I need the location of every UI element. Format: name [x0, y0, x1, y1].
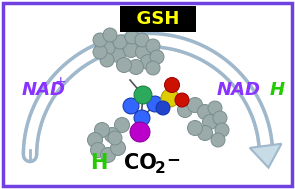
Circle shape	[161, 89, 179, 107]
Text: 2: 2	[155, 161, 165, 176]
Circle shape	[104, 128, 119, 143]
Circle shape	[101, 147, 116, 163]
Circle shape	[93, 33, 107, 47]
Circle shape	[178, 102, 193, 118]
Text: NAD: NAD	[22, 81, 66, 99]
Circle shape	[147, 96, 163, 112]
Circle shape	[113, 35, 127, 49]
Circle shape	[197, 125, 212, 140]
Circle shape	[101, 41, 115, 55]
Circle shape	[123, 98, 139, 114]
Circle shape	[213, 111, 227, 125]
Circle shape	[156, 101, 170, 115]
Circle shape	[211, 133, 225, 147]
Circle shape	[188, 121, 202, 136]
Circle shape	[114, 118, 130, 132]
Circle shape	[146, 39, 160, 53]
Circle shape	[111, 140, 125, 156]
Circle shape	[208, 101, 222, 115]
Circle shape	[130, 122, 150, 142]
Circle shape	[197, 105, 212, 119]
Circle shape	[150, 50, 164, 64]
Circle shape	[175, 93, 189, 107]
Text: H: H	[270, 81, 285, 99]
Circle shape	[202, 115, 217, 129]
Circle shape	[100, 53, 114, 67]
Circle shape	[188, 98, 202, 112]
Text: NAD: NAD	[217, 81, 261, 99]
Text: H: H	[90, 153, 108, 174]
Text: CO: CO	[124, 153, 157, 174]
Text: −: −	[167, 150, 181, 168]
Circle shape	[215, 123, 229, 137]
Circle shape	[103, 28, 117, 42]
Circle shape	[165, 77, 179, 92]
Circle shape	[135, 44, 150, 60]
Circle shape	[125, 30, 139, 44]
Circle shape	[91, 143, 106, 157]
Circle shape	[108, 131, 122, 145]
Text: GSH: GSH	[124, 10, 192, 28]
Circle shape	[94, 122, 109, 138]
Circle shape	[140, 54, 155, 70]
Circle shape	[134, 110, 150, 126]
Circle shape	[88, 132, 102, 147]
Circle shape	[146, 61, 160, 75]
Polygon shape	[250, 144, 281, 168]
Circle shape	[134, 86, 152, 104]
Circle shape	[117, 57, 132, 73]
Circle shape	[135, 33, 149, 47]
Text: +: +	[55, 75, 66, 89]
Circle shape	[129, 60, 143, 74]
Circle shape	[93, 45, 107, 59]
Circle shape	[111, 47, 125, 63]
Circle shape	[124, 43, 138, 57]
